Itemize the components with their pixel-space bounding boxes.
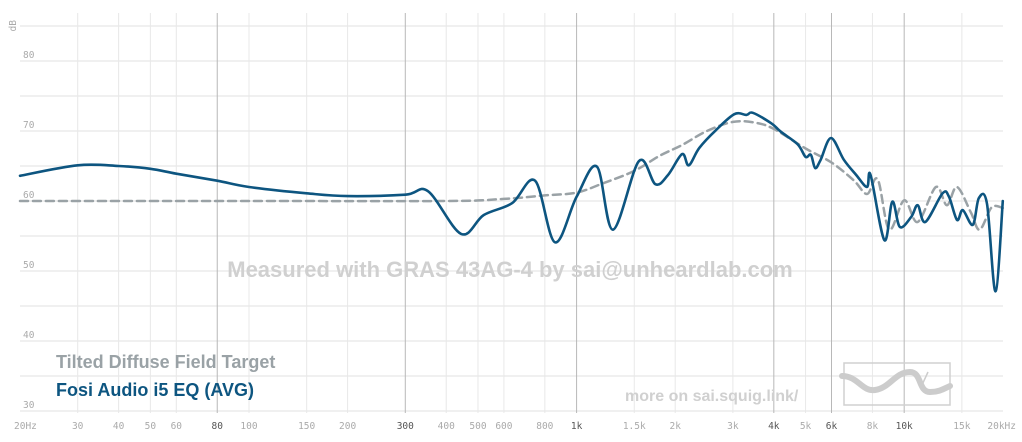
x-tick-label: 4k bbox=[768, 421, 780, 432]
x-tick-label: 5k bbox=[800, 421, 812, 432]
x-tick-label: 1.5k bbox=[623, 421, 646, 432]
target-curve bbox=[18, 119, 1005, 231]
x-tick-label: 100 bbox=[240, 421, 257, 432]
x-tick-label: 150 bbox=[298, 421, 315, 432]
legend-measurement: Fosi Audio i5 EQ (AVG) bbox=[56, 380, 254, 400]
x-tick-label: 15k bbox=[953, 421, 970, 432]
x-tick-label: 400 bbox=[438, 421, 455, 432]
squig-logo-icon bbox=[839, 362, 953, 406]
x-tick-label: 8k bbox=[867, 421, 879, 432]
y-tick-label: 70 bbox=[23, 120, 35, 131]
y-tick-label: 30 bbox=[23, 400, 35, 411]
y-tick-label: 50 bbox=[23, 260, 35, 271]
y-axis-ticks: 30 40 50 60 70 80 bbox=[23, 50, 35, 411]
x-tick-label: 10k bbox=[896, 421, 913, 432]
measurement-curve bbox=[18, 111, 1005, 293]
x-tick-label: 50 bbox=[145, 421, 157, 432]
y-axis-label: dB bbox=[8, 20, 19, 32]
x-tick-label: 20kHz bbox=[987, 421, 1016, 432]
legend-target: Tilted Diffuse Field Target bbox=[56, 352, 275, 372]
x-tick-label: 500 bbox=[469, 421, 486, 432]
x-tick-label: 600 bbox=[495, 421, 512, 432]
x-tick-label: 800 bbox=[536, 421, 553, 432]
x-tick-label: 80 bbox=[212, 421, 224, 432]
y-tick-label: 80 bbox=[23, 50, 35, 61]
watermark-text: Measured with GRAS 43AG-4 by sai@unheard… bbox=[227, 257, 792, 282]
x-tick-label: 60 bbox=[171, 421, 183, 432]
x-tick-label: 40 bbox=[113, 421, 125, 432]
series-group bbox=[18, 111, 1005, 293]
x-tick-label: 1k bbox=[571, 421, 583, 432]
y-tick-label: 40 bbox=[23, 330, 35, 341]
x-tick-label: 20Hz bbox=[14, 421, 37, 432]
x-axis-ticks: 20Hz 30 40 50 60 80 100 150 200 300 400 500 600 800 1k… bbox=[14, 421, 1016, 432]
x-tick-label: 2k bbox=[669, 421, 681, 432]
x-tick-label: 6k bbox=[826, 421, 838, 432]
y-tick-label: 60 bbox=[23, 190, 35, 201]
x-tick-label: 30 bbox=[72, 421, 84, 432]
x-tick-label: 300 bbox=[397, 421, 414, 432]
x-tick-label: 200 bbox=[339, 421, 356, 432]
squig-link-text[interactable]: more on sai.squig.link/ bbox=[625, 388, 799, 405]
x-tick-label: 3k bbox=[727, 421, 739, 432]
